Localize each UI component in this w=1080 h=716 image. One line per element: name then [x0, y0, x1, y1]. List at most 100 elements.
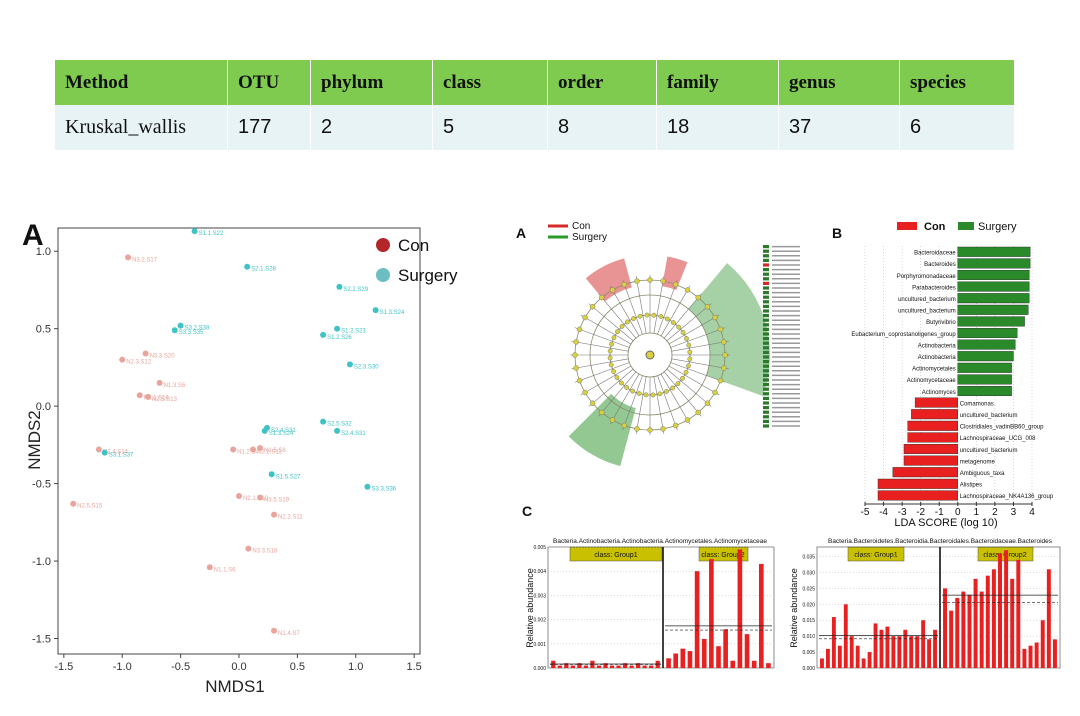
point-label: N1.3.S6 — [164, 383, 186, 389]
tree-node — [687, 356, 693, 362]
clado-legend-swatch — [763, 281, 769, 285]
scatter-point — [257, 444, 264, 451]
lda-bar-label: Actinobacteria — [918, 343, 957, 349]
point-label: N2.2.S11 — [278, 515, 303, 521]
scatter-point — [334, 325, 341, 332]
lda-bar — [907, 432, 958, 443]
clado-legend-swatch — [763, 401, 769, 405]
scatter-point — [320, 331, 327, 338]
point-label: S3.3.S35 — [179, 330, 204, 336]
tree-node — [607, 348, 613, 354]
clado-legend-swatch — [763, 268, 769, 272]
x-tick-label: -1.0 — [113, 661, 132, 673]
tree-node — [609, 341, 614, 347]
clado-legend-swatch — [763, 304, 769, 308]
panel-b-letter: B — [832, 225, 842, 241]
lda-bar-label: metagenome — [960, 459, 996, 465]
tree-branch — [670, 327, 726, 348]
lda-bar-label: Actinomycetaceae — [907, 378, 957, 384]
point-label: S2.4.S31 — [271, 428, 296, 434]
left-group2-label: class: Group2 — [701, 552, 744, 559]
lda-bar-label: uncultured_bacterium — [960, 413, 1018, 419]
abundance-bar — [943, 588, 948, 668]
abundance-bar — [609, 665, 615, 668]
clado-legend-swatch — [763, 383, 769, 387]
tree-node — [644, 312, 650, 318]
point-label: N3.3.S18 — [252, 549, 278, 555]
point-label: N1.2.S4 — [237, 450, 259, 456]
point-label: S1.3.S24 — [269, 431, 294, 437]
lda-bar — [957, 316, 1025, 327]
scatter-point — [177, 322, 184, 329]
abundance-bar — [564, 663, 569, 668]
lda-tick-label: 1 — [974, 507, 980, 518]
abundance-bar — [820, 658, 824, 668]
lda-bar — [957, 281, 1030, 292]
table-cell: 6 — [899, 105, 1015, 150]
tree-node — [582, 389, 588, 396]
tree-node — [651, 312, 657, 318]
lda-bar — [903, 444, 958, 455]
tree-node — [573, 365, 579, 371]
clado-legend-swatch — [763, 350, 769, 354]
clado-legend-swatch — [763, 369, 769, 373]
lda-bar-label: Alistipes — [960, 483, 982, 489]
lda-legend-con-swatch — [897, 222, 917, 230]
abundance-bar — [933, 629, 937, 668]
tree-branch — [598, 371, 637, 417]
tree-branch — [666, 368, 712, 407]
abundance-bar — [909, 636, 914, 668]
point-label: S2.3.S30 — [354, 364, 379, 370]
header-cell: phylum — [310, 60, 433, 105]
abundance-bar — [694, 571, 700, 668]
y-axis-label: NMDS2 — [25, 410, 44, 470]
point-label: N2.4.S14 — [103, 450, 129, 456]
tree-branch — [666, 303, 712, 342]
lda-bar — [957, 351, 1014, 362]
abundance-bar — [1004, 550, 1009, 668]
clado-legend-swatch — [763, 258, 769, 262]
lda-legend-surgery: Surgery — [978, 221, 1017, 233]
lda-bar-label: Porphyromonadaceae — [897, 274, 957, 280]
tree-node — [695, 409, 701, 416]
abundance-bar — [985, 575, 990, 668]
abundance-bar — [1040, 620, 1045, 668]
lda-bar — [957, 339, 1016, 350]
scatter-point — [372, 307, 379, 314]
point-label: S3.2.S38 — [185, 326, 210, 332]
tree-node — [647, 427, 653, 433]
clado-legend-swatch — [763, 291, 769, 295]
table-cell: 8 — [547, 105, 657, 150]
tree-branch — [588, 303, 634, 342]
lda-bar — [911, 409, 958, 420]
abundance-bar — [955, 597, 960, 668]
lda-bar-label: uncultured_bacterium — [898, 309, 956, 315]
clado-legend-swatch — [763, 314, 769, 318]
tree-node — [608, 362, 614, 368]
tree-branch — [609, 285, 640, 337]
clado-legend-swatch — [763, 277, 769, 281]
abundance-bar — [737, 549, 743, 668]
tree-node — [684, 336, 689, 341]
table-cell: 2 — [310, 105, 433, 150]
scatter-point — [119, 356, 126, 363]
scatter-point — [268, 471, 275, 478]
abundance-bar — [961, 591, 966, 668]
clado-legend-swatch — [763, 378, 769, 382]
tree-node — [675, 381, 681, 387]
scatter-point — [142, 350, 149, 357]
scatter-point — [95, 446, 102, 453]
tree-branch — [571, 340, 629, 352]
tree-node — [680, 330, 686, 335]
scatter-point — [320, 418, 327, 425]
tree-branch — [635, 376, 647, 434]
abundance-tick: 0.010 — [802, 634, 815, 640]
tree-node — [687, 349, 693, 355]
abundance-bar — [855, 645, 860, 668]
point-label: N2.3.S12 — [126, 360, 152, 366]
point-label: S3.3.S36 — [371, 487, 396, 493]
point-label: N1.4.S7 — [278, 631, 300, 637]
point-label: S1.3.S24 — [380, 310, 405, 316]
